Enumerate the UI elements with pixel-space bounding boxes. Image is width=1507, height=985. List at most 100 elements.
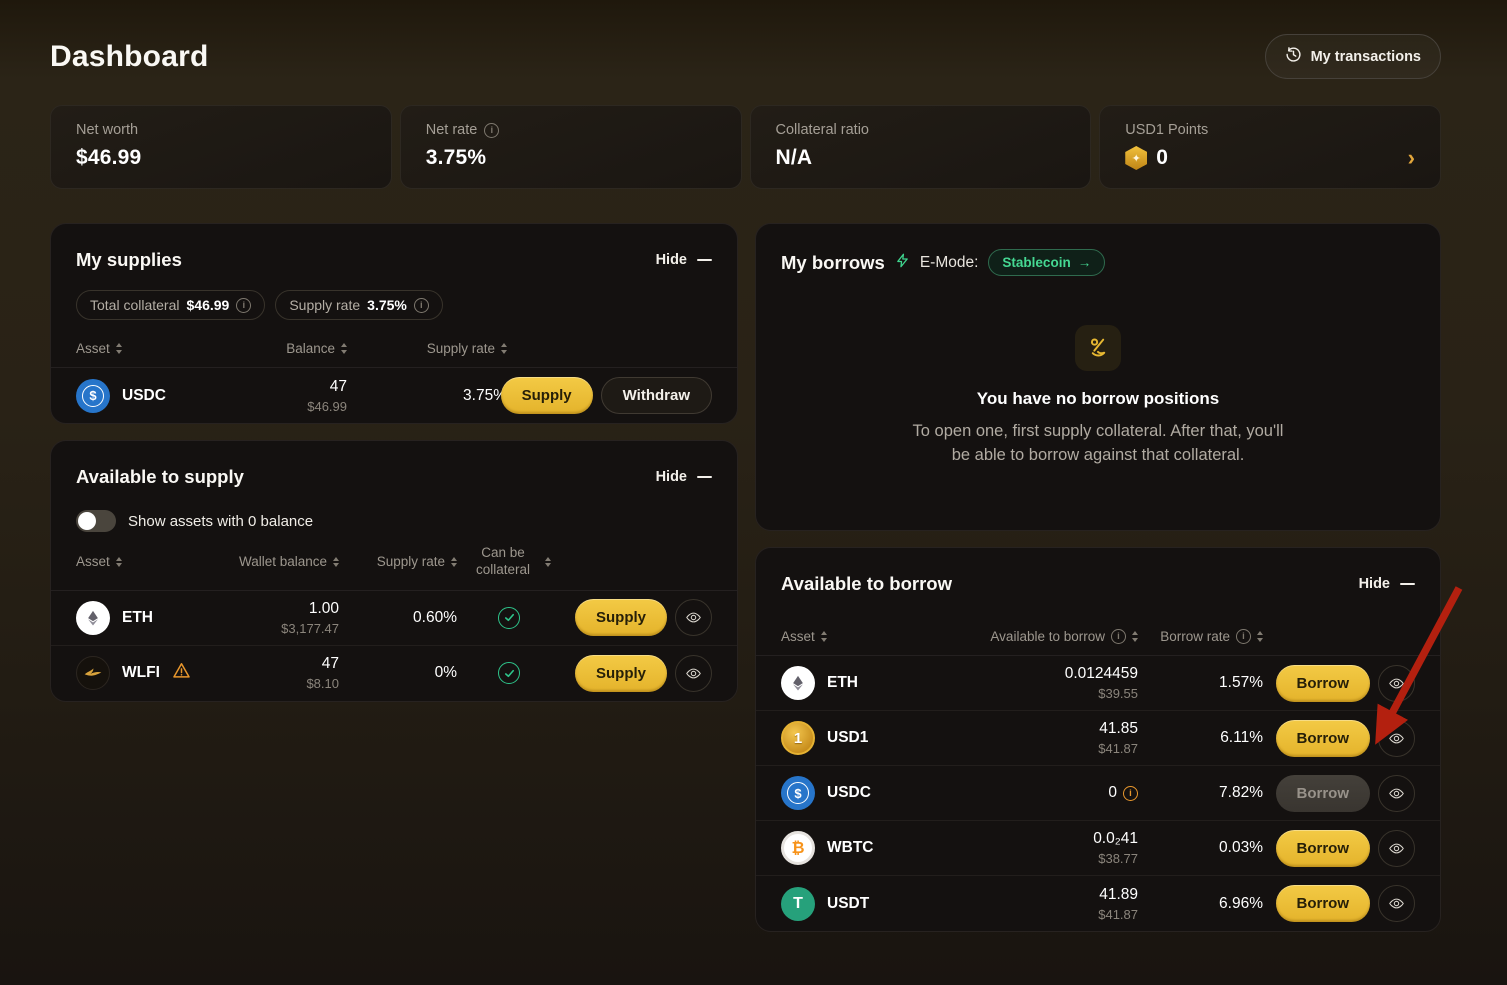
borrow-button[interactable]: Borrow: [1275, 829, 1370, 867]
collateral-ratio-label: Collateral ratio: [775, 122, 870, 138]
my-supplies-title: My supplies: [76, 249, 182, 270]
wallet-balance-usd: $8.10: [306, 676, 339, 692]
asset-name: ETH: [122, 608, 153, 626]
details-eye-button[interactable]: [1378, 664, 1415, 702]
available-borrow-hide-button[interactable]: Hide: [1359, 576, 1415, 592]
supply-rate-value: 0%: [434, 664, 457, 682]
my-transactions-button[interactable]: My transactions: [1264, 34, 1441, 79]
details-eye-button[interactable]: [1378, 719, 1415, 757]
asset-name: ETH: [827, 674, 858, 691]
emode-value: Stablecoin: [1002, 255, 1071, 270]
balance-amount: 47: [329, 377, 347, 395]
borrow-button[interactable]: Borrow: [1275, 664, 1370, 702]
borrow-rate-value: 7.82%: [1219, 784, 1263, 801]
column-wallet-balance[interactable]: Wallet balance: [197, 554, 339, 569]
topbar: Dashboard My transactions: [50, 34, 1441, 79]
supply-button[interactable]: Supply: [574, 654, 667, 692]
sort-icon: [1257, 631, 1263, 642]
column-can-be-collateral[interactable]: Can be collateral: [457, 545, 561, 579]
badge-label: Total collateral: [90, 297, 180, 313]
withdraw-button[interactable]: Withdraw: [600, 377, 712, 414]
my-borrows-title: My borrows: [781, 251, 885, 273]
my-supplies-hide-button[interactable]: Hide: [656, 252, 712, 268]
empty-state-title: You have no borrow positions: [976, 388, 1220, 408]
details-eye-button[interactable]: [1378, 885, 1415, 922]
page-title: Dashboard: [50, 39, 209, 73]
table-row-eth: ETH 1.00 $3,177.47 0.60% Supply: [51, 591, 737, 646]
sort-icon: [501, 343, 507, 354]
hide-label: Hide: [655, 469, 687, 485]
available-amount: 41.89: [1099, 885, 1138, 903]
empty-state-text-line1: To open one, first supply collateral. Af…: [912, 421, 1284, 440]
wallet-balance-usd: $3,177.47: [281, 620, 339, 636]
column-borrow-rate[interactable]: Borrow rate: [1138, 629, 1263, 644]
table-row-usdt: T USDT 41.89 $41.87 6.96% Borrow: [756, 876, 1440, 931]
details-eye-button[interactable]: [675, 654, 712, 692]
net-rate-label: Net rate: [425, 122, 478, 138]
net-rate-card: Net rate 3.75%: [399, 105, 742, 189]
minus-icon: [697, 258, 712, 262]
eth-icon: [76, 600, 110, 635]
emode-stablecoin-pill[interactable]: Stablecoin →: [988, 249, 1106, 276]
supply-rate-badge: Supply rate 3.75%: [275, 290, 443, 320]
minus-icon: [1400, 582, 1415, 586]
table-row-usdc: $ USDC 0 7.82% Borrow: [756, 766, 1440, 821]
available-usd: $41.87: [1098, 906, 1138, 922]
emode-label: E-Mode:: [919, 253, 979, 271]
my-borrows-panel: My borrows E-Mode: Stablecoin →: [755, 223, 1441, 531]
usd1-points-card[interactable]: USD1 Points ✦ 0 ›: [1099, 105, 1441, 189]
available-amount: 0.0₂41: [1093, 830, 1138, 847]
borrow-button-usd1[interactable]: Borrow: [1275, 719, 1370, 757]
wallet-balance-amount: 47: [321, 655, 339, 673]
info-icon-warning[interactable]: [1123, 785, 1138, 801]
borrow-rate-value: 0.03%: [1219, 839, 1263, 856]
info-icon[interactable]: [484, 122, 500, 138]
zero-balance-toggle-label: Show assets with 0 balance: [128, 512, 314, 530]
column-asset[interactable]: Asset: [76, 554, 197, 569]
arrow-right-icon: →: [1077, 255, 1092, 270]
details-eye-button[interactable]: [675, 599, 712, 637]
available-to-supply-title: Available to supply: [76, 466, 244, 487]
available-supply-hide-button[interactable]: Hide: [656, 469, 712, 485]
borrow-rate-value: 1.57%: [1219, 674, 1263, 691]
hide-label: Hide: [655, 252, 687, 268]
available-usd: $39.55: [1098, 686, 1138, 701]
warning-icon[interactable]: [172, 661, 191, 685]
column-available-to-borrow[interactable]: Available to borrow: [933, 629, 1138, 644]
details-eye-button[interactable]: [1378, 774, 1415, 812]
borrow-button-disabled: Borrow: [1275, 774, 1370, 812]
usdc-icon: $: [781, 776, 815, 810]
column-supply-rate[interactable]: Supply rate: [339, 554, 457, 569]
available-amount: 0.0124459: [1064, 665, 1138, 682]
info-icon[interactable]: [413, 297, 429, 313]
net-worth-label: Net worth: [76, 122, 139, 138]
collateral-ratio-card: Collateral ratio N/A: [749, 105, 1092, 189]
wallet-balance-amount: 1.00: [308, 599, 339, 617]
collateral-ratio-value: N/A: [775, 146, 813, 169]
info-icon[interactable]: [236, 297, 252, 313]
supply-rate-value: 3.75%: [463, 386, 507, 404]
net-worth-card: Net worth $46.99: [50, 105, 392, 189]
zero-balance-toggle[interactable]: [76, 510, 116, 532]
chevron-right-icon[interactable]: ›: [1407, 145, 1415, 170]
wlfi-icon: [76, 656, 110, 691]
column-asset[interactable]: Asset: [76, 341, 197, 356]
supply-button[interactable]: Supply: [574, 599, 667, 637]
minus-icon: [697, 475, 712, 479]
sort-icon: [451, 556, 457, 568]
asset-name: USD1: [827, 729, 869, 746]
asset-name: USDT: [827, 894, 870, 912]
details-eye-button[interactable]: [1378, 829, 1415, 867]
supply-button[interactable]: Supply: [500, 377, 593, 414]
info-icon: [1111, 629, 1126, 644]
borrows-empty-state: You have no borrow positions To open one…: [756, 276, 1440, 530]
column-supply-rate[interactable]: Supply rate: [347, 341, 507, 356]
asset-name: USDC: [827, 784, 871, 801]
info-icon: [1236, 629, 1251, 644]
stats-row: Net worth $46.99 Net rate 3.75% Collater…: [50, 105, 1441, 189]
borrow-button[interactable]: Borrow: [1275, 885, 1370, 922]
asset-name: WBTC: [827, 839, 874, 856]
column-balance[interactable]: Balance: [197, 341, 347, 356]
column-asset[interactable]: Asset: [781, 629, 933, 644]
available-to-borrow-title: Available to borrow: [781, 573, 952, 594]
